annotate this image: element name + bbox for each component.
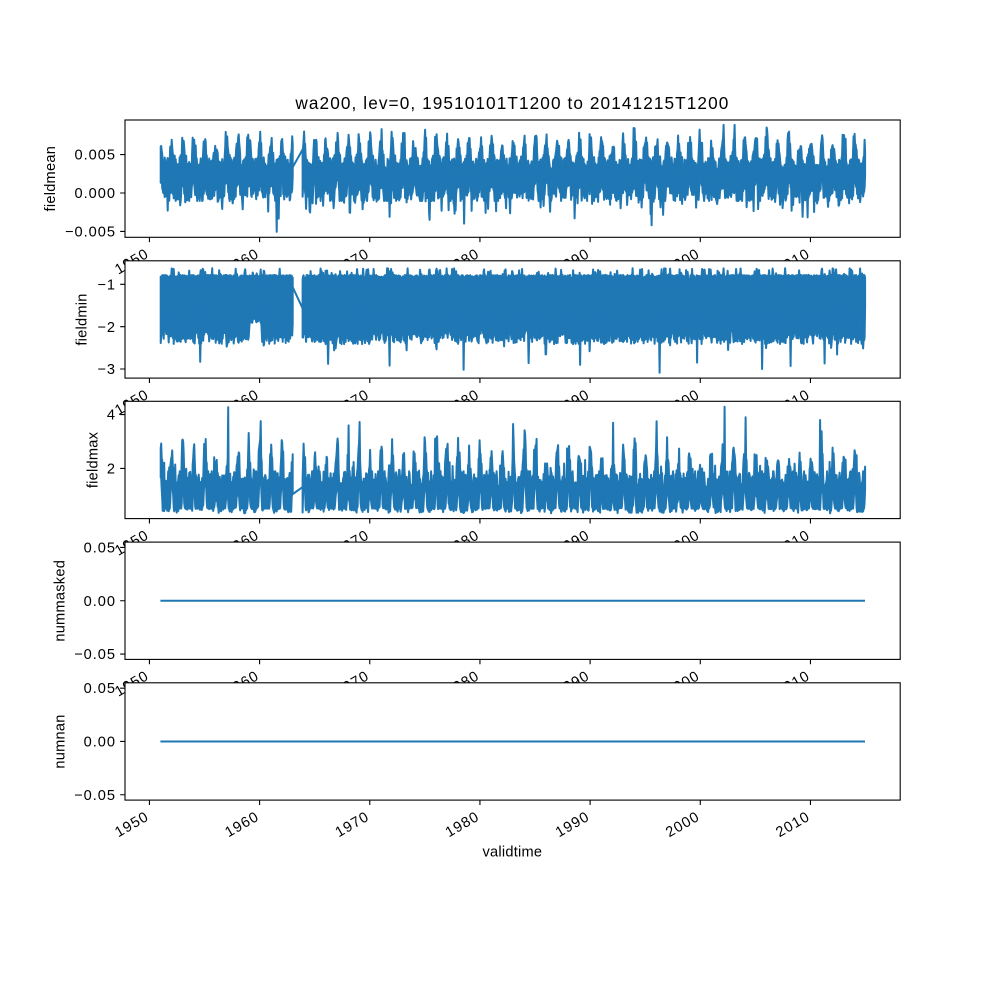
svg-text:0.005: 0.005 — [74, 148, 116, 164]
svg-text:fieldmin: fieldmin — [75, 293, 91, 345]
svg-text:validtime: validtime — [482, 844, 542, 860]
svg-text:−0.05: −0.05 — [74, 788, 116, 804]
svg-text:−2: −2 — [97, 320, 116, 336]
svg-text:−0.005: −0.005 — [65, 225, 116, 241]
svg-text:−0.05: −0.05 — [74, 647, 116, 663]
svg-text:−1: −1 — [97, 277, 116, 293]
svg-text:nummasked: nummasked — [53, 560, 69, 642]
svg-text:numnan: numnan — [53, 714, 69, 768]
svg-text:0.000: 0.000 — [74, 186, 116, 202]
svg-text:wa200, lev=0, 19510101T1200 to: wa200, lev=0, 19510101T1200 to 20141215T… — [294, 93, 729, 113]
svg-text:−3: −3 — [97, 362, 116, 378]
svg-text:fieldmean: fieldmean — [43, 146, 59, 212]
svg-text:4: 4 — [107, 408, 116, 424]
svg-text:0.05: 0.05 — [84, 541, 116, 557]
svg-text:0.05: 0.05 — [84, 681, 116, 697]
svg-text:2: 2 — [107, 462, 116, 478]
svg-text:fieldmax: fieldmax — [86, 431, 102, 488]
svg-text:0.00: 0.00 — [84, 594, 116, 610]
svg-text:0.00: 0.00 — [84, 735, 116, 751]
